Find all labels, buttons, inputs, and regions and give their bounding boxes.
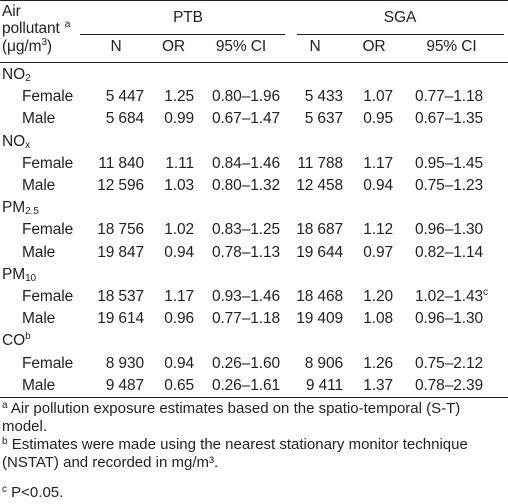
ptb-or-cell: 1.11 (165, 154, 194, 172)
row-label: Female (22, 154, 74, 172)
sga-n-cell: 18 468 (296, 288, 343, 305)
table-bottom-rule (0, 397, 508, 398)
row-label: Male (22, 376, 56, 394)
ptb-ci-cell: 0.67–1.47 (211, 110, 280, 128)
ptb-ci-cell: 0.83–1.25 (211, 221, 280, 239)
sga-n-cell: 11 788 (297, 154, 343, 172)
ptb-or-cell: 1.03 (164, 177, 194, 194)
sga-ci-cell: 1.02–1.43c (414, 287, 488, 306)
top-rule (0, 0, 508, 1)
footnote-a: a Air pollution exposure estimates based… (2, 400, 461, 435)
header-air-pollutant: Air (2, 3, 21, 20)
ptb-n-cell: 18 537 (97, 288, 144, 305)
sga-or-cell: 1.20 (363, 288, 393, 305)
ptb-ci-cell: 0.26–1.61 (211, 376, 280, 394)
sga-n-cell: 18 687 (296, 221, 343, 239)
ptb-n-cell: 9 487 (105, 376, 144, 394)
sga-n-cell: 19 644 (296, 243, 343, 261)
ptb-or-cell: 1.17 (164, 288, 194, 305)
ptb-n-cell: 19 847 (97, 243, 144, 261)
ptb-group-rule (80, 34, 285, 35)
group-sga-label: SGA (383, 9, 417, 26)
ptb-n-cell: 11 840 (98, 154, 144, 172)
sga-n-cell: 9 411 (305, 376, 343, 394)
ptb-n-cell: 5 447 (105, 88, 144, 106)
header-unit: (μg/m3) (2, 37, 52, 56)
pollutant-heading: COb (2, 331, 31, 350)
pollutant-heading: NO2 (2, 66, 31, 84)
row-label: Male (22, 243, 56, 261)
sga-ci-cell: 0.75–1.23 (414, 177, 483, 194)
sga-ci-cell: 0.82–1.14 (414, 243, 483, 261)
ptb-n-cell: 8 930 (105, 354, 144, 372)
row-label: Female (22, 88, 74, 106)
ptb-ci-cell: 0.26–1.60 (211, 354, 280, 372)
header-pollutant: pollutant a (2, 19, 71, 38)
sga-ci-cell: 0.77–1.18 (414, 88, 483, 106)
pollutant-heading: NOx (2, 132, 30, 151)
ptb-ci-cell: 0.77–1.18 (211, 310, 280, 328)
sga-or-cell: 1.26 (363, 354, 393, 372)
sga-or-cell: 1.12 (363, 221, 393, 239)
sga-n-cell: 12 458 (296, 177, 343, 194)
row-label: Male (22, 110, 56, 128)
sga-n-cell: 5 637 (304, 110, 343, 128)
col-ptb-or: OR (161, 38, 186, 55)
ptb-n-cell: 19 614 (97, 310, 144, 328)
sga-n-cell: 19 409 (296, 310, 343, 328)
row-label: Female (22, 288, 74, 305)
ptb-n-cell: 18 756 (97, 221, 144, 239)
ptb-n-cell: 5 684 (105, 110, 144, 128)
sga-or-cell: 0.94 (363, 177, 393, 194)
row-label: Female (22, 354, 74, 372)
sga-or-cell: 0.97 (363, 243, 393, 261)
header-bottom-rule (0, 62, 508, 63)
sga-ci-cell: 0.67–1.35 (414, 110, 483, 128)
ptb-or-cell: 0.65 (164, 376, 194, 394)
sga-or-cell: 0.95 (363, 110, 393, 128)
ptb-ci-cell: 0.80–1.96 (211, 88, 280, 106)
footnote-b: b Estimates were made using the nearest … (2, 436, 468, 471)
group-ptb-label: PTB (173, 9, 203, 26)
sga-n-cell: 5 433 (304, 88, 343, 106)
col-ptb-ci: 95% CI (215, 38, 267, 55)
ptb-or-cell: 0.99 (164, 110, 194, 128)
ptb-or-cell: 0.94 (164, 243, 194, 261)
ptb-ci-cell: 0.80–1.32 (211, 177, 280, 194)
ptb-or-cell: 0.94 (164, 354, 194, 372)
ptb-n-cell: 12 596 (97, 177, 144, 194)
sga-or-cell: 1.07 (363, 88, 393, 106)
sga-n-cell: 8 906 (304, 354, 343, 372)
sga-ci-cell: 0.95–1.45 (414, 154, 483, 172)
row-label: Male (22, 177, 56, 194)
pollutant-heading: PM2.5 (2, 199, 39, 218)
ptb-ci-cell: 0.93–1.46 (211, 288, 280, 305)
sga-group-rule (297, 34, 504, 35)
ptb-ci-cell: 0.78–1.13 (211, 243, 280, 261)
sga-or-cell: 1.37 (363, 376, 393, 394)
sga-or-cell: 1.17 (363, 154, 393, 172)
row-label: Male (22, 310, 56, 328)
sga-ci-cell: 0.96–1.30 (414, 310, 483, 328)
col-sga-or: OR (362, 38, 386, 55)
col-sga-ci: 95% CI (426, 38, 477, 55)
ptb-or-cell: 1.02 (164, 221, 194, 239)
sga-ci-cell: 0.75–2.12 (414, 354, 483, 372)
row-label: Female (22, 221, 74, 239)
sga-or-cell: 1.08 (363, 310, 393, 328)
ptb-or-cell: 1.25 (164, 88, 194, 106)
col-ptb-n: N (110, 38, 122, 55)
col-sga-n: N (309, 38, 321, 55)
ptb-or-cell: 0.96 (164, 310, 194, 328)
sga-ci-cell: 0.96–1.30 (414, 221, 483, 239)
sga-ci-cell: 0.78–2.39 (414, 376, 483, 394)
pollutant-heading: PM10 (2, 265, 36, 284)
ptb-ci-cell: 0.84–1.46 (211, 154, 280, 172)
footnote-c: c P<0.05. (2, 484, 64, 501)
